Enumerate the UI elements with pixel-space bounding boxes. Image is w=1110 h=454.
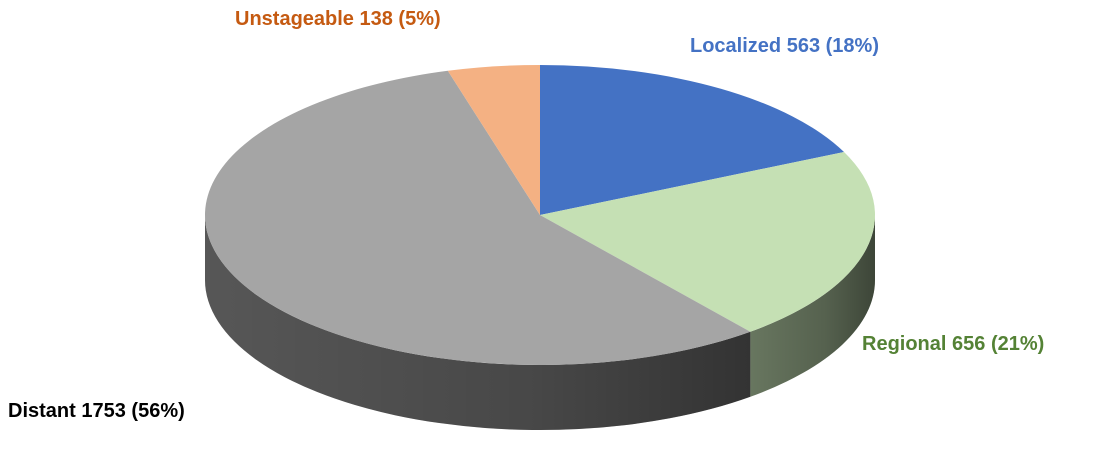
data-label: Unstageable 138 (5%) — [235, 8, 441, 30]
slice — [540, 152, 875, 332]
slice — [540, 65, 845, 215]
label-value: 656 (21%) — [952, 333, 1044, 355]
label-category: Regional — [862, 333, 946, 355]
label-value: 138 (5%) — [360, 8, 441, 30]
slice-side-shade — [750, 215, 875, 397]
label-category: Localized — [690, 35, 781, 57]
label-category: Distant — [8, 400, 76, 422]
slice — [447, 65, 540, 215]
label-category: Unstageable — [235, 8, 354, 30]
slice-side-shade — [205, 215, 751, 430]
label-value: 563 (18%) — [787, 35, 879, 57]
slice — [205, 70, 751, 365]
data-label: Distant 1753 (56%) — [8, 400, 185, 422]
data-label: Localized 563 (18%) — [690, 35, 879, 57]
label-value: 1753 (56%) — [81, 400, 184, 422]
data-label: Regional 656 (21%) — [862, 333, 1044, 355]
